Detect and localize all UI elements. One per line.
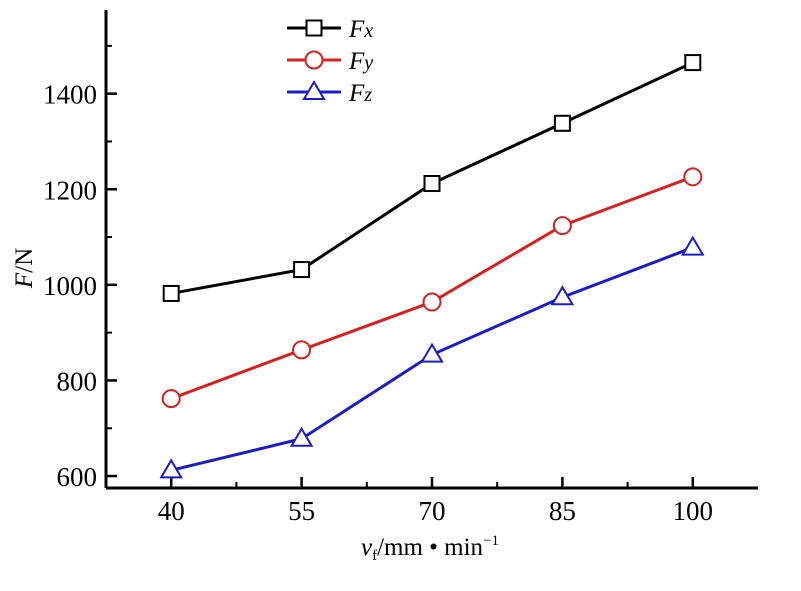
data-point-fy [161, 389, 181, 409]
y-tick-label: 1000 [43, 271, 97, 301]
y-tick-label: 1400 [43, 80, 97, 110]
data-point-fz [420, 342, 444, 363]
data-point-fz [550, 285, 575, 306]
y-axis-title: F/N [11, 248, 38, 289]
legend-label: Fz [348, 80, 372, 107]
legend-label-sub: y [362, 52, 373, 74]
legend-marker [302, 80, 326, 100]
series-fz [159, 235, 705, 479]
data-point-fy [552, 216, 572, 236]
x-axis-title: vf/mm • min−1 [361, 533, 499, 564]
x-axis-rest: /mm • min [377, 534, 483, 561]
y-tick-label: 800 [57, 366, 98, 396]
legend-entry-fx: Fx [287, 16, 373, 43]
legend-label-main: F [348, 80, 365, 107]
y-tick-label: 600 [57, 462, 98, 492]
legend-label-sub: z [363, 84, 372, 106]
data-point-fz [159, 458, 183, 479]
data-point-fz [289, 426, 314, 447]
y-axis-var: F [11, 272, 38, 289]
series-line-fy [170, 175, 694, 401]
data-point-fz [681, 235, 705, 256]
data-point-fx [684, 54, 702, 72]
x-tick-label: 55 [288, 496, 315, 526]
plot-axes: 600 800 1000 1200 1400 40 55 70 85 100 [43, 10, 758, 526]
x-axis-sub: f [372, 548, 377, 564]
x-tick-label: 70 [419, 496, 446, 526]
data-point-fx [293, 261, 311, 279]
x-axis-sup: −1 [483, 533, 499, 549]
x-tick-label: 100 [673, 496, 714, 526]
legend-label-main: F [348, 48, 365, 75]
data-point-fy [292, 340, 312, 360]
y-axis-rest: /N [11, 248, 38, 273]
y-tick-label: 1200 [43, 175, 97, 205]
legend-label-main: F [348, 16, 365, 43]
data-point-fx [423, 175, 441, 193]
legend-marker [305, 19, 323, 37]
legend-entry-fz: Fz [287, 80, 372, 107]
x-tick-label: 85 [549, 496, 576, 526]
data-point-fx [162, 284, 180, 302]
series-fx [162, 54, 702, 302]
series-fy [161, 167, 703, 409]
x-axis-var: v [361, 534, 373, 561]
x-tick-label: 40 [158, 496, 185, 526]
legend-label: Fx [348, 16, 373, 43]
legend-label-sub: x [363, 20, 373, 42]
data-point-fy [422, 292, 442, 312]
legend-marker [304, 50, 324, 70]
legend-label: Fy [348, 48, 373, 75]
data-point-fy [683, 167, 703, 187]
legend-entry-fy: Fy [287, 48, 373, 75]
data-point-fx [553, 114, 571, 132]
series-layer [159, 54, 705, 479]
